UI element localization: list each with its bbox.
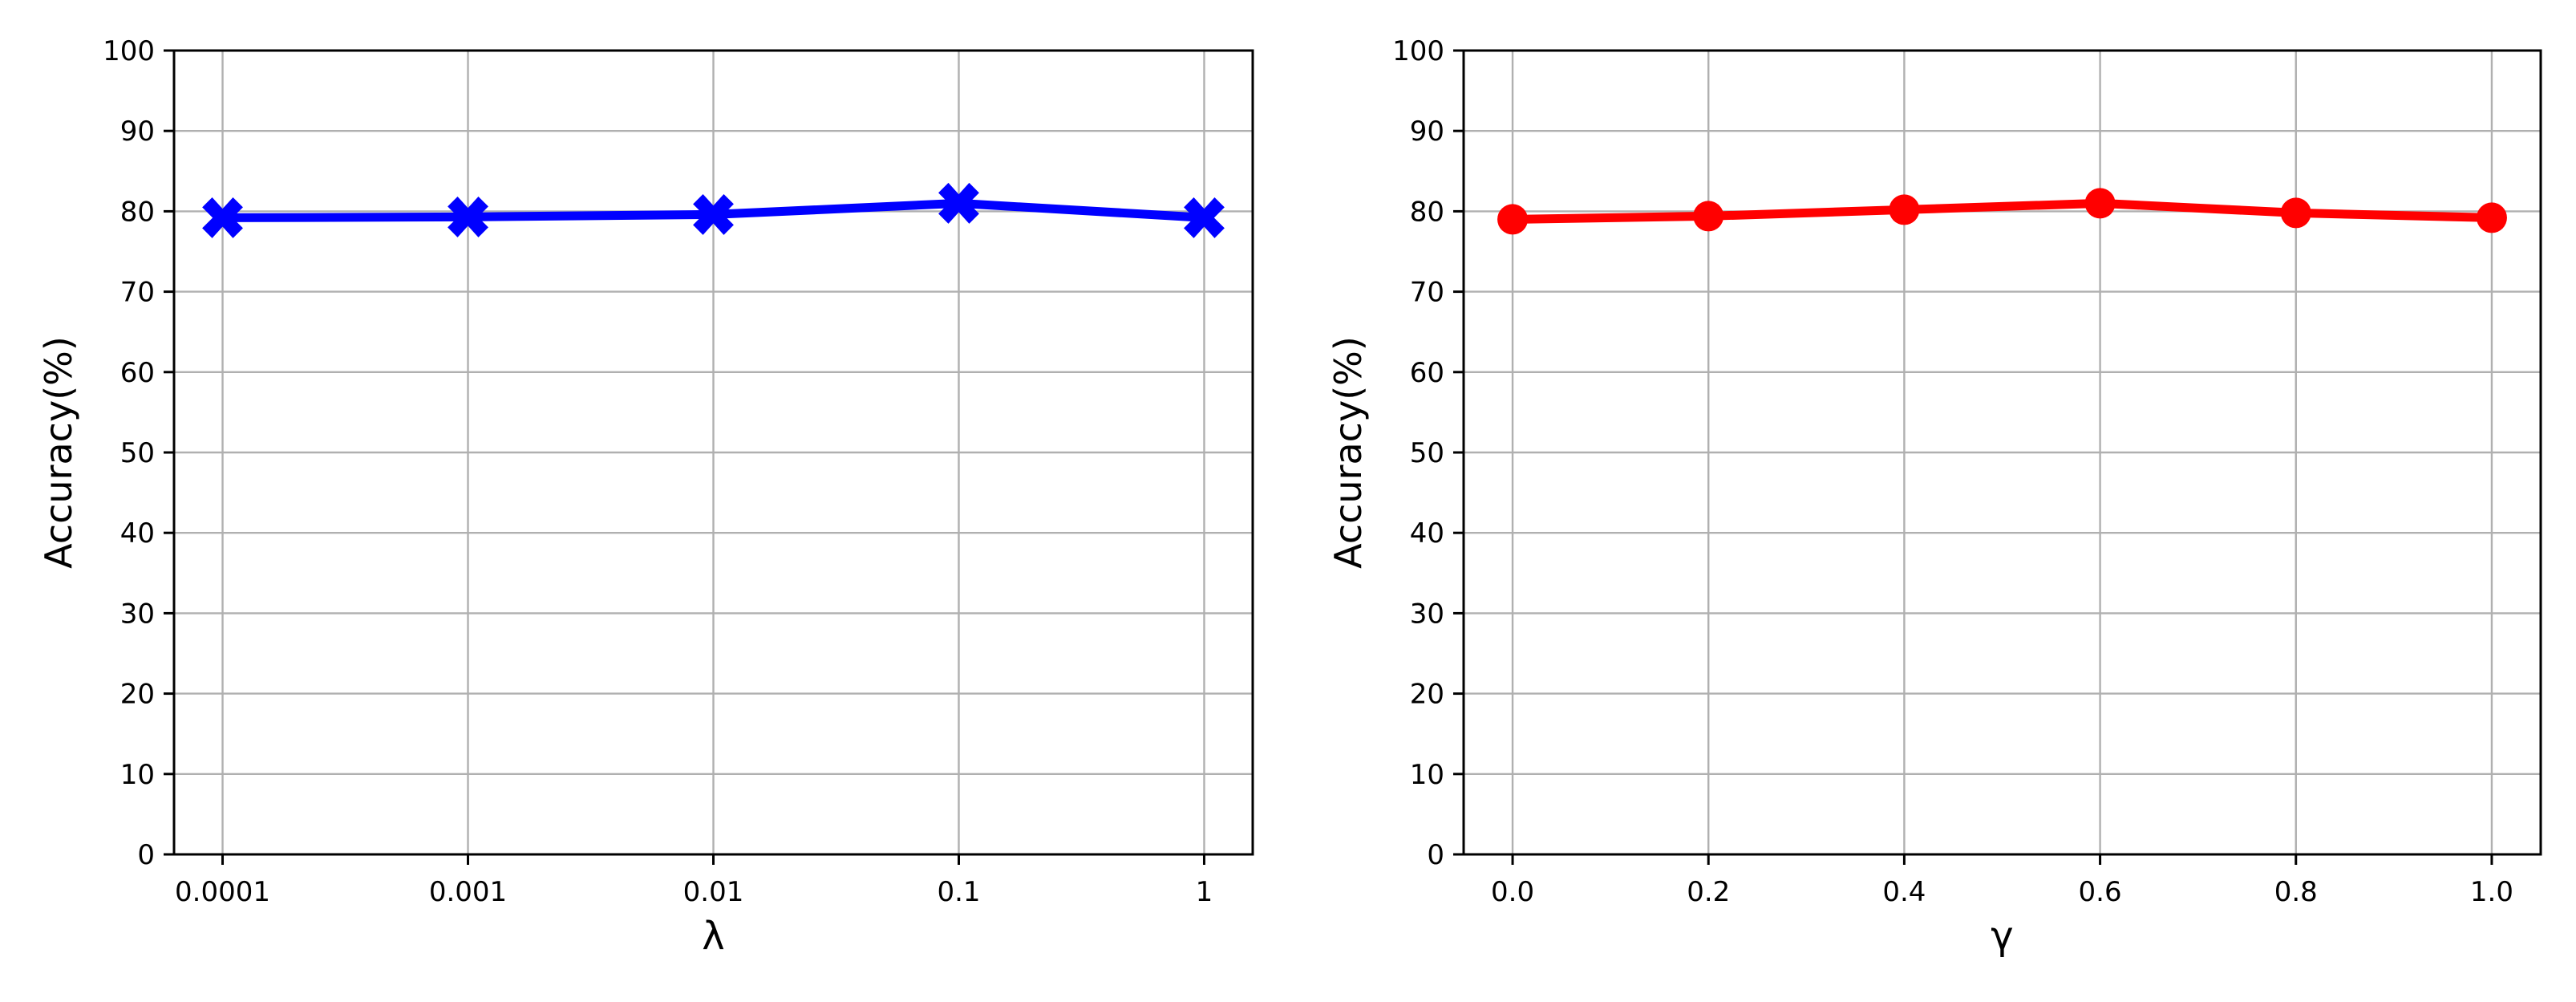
y-tick-label: 10 bbox=[1410, 759, 1444, 791]
x-tick-label: 0.4 bbox=[1882, 876, 1926, 908]
y-tick-label: 30 bbox=[120, 598, 155, 630]
y-axis-label: Accuracy(%) bbox=[1326, 336, 1370, 569]
y-tick-label: 10 bbox=[120, 759, 155, 791]
x-tick-label: 0.01 bbox=[683, 876, 744, 908]
data-point-marker bbox=[938, 182, 979, 224]
y-tick-label: 20 bbox=[1410, 679, 1444, 711]
y-axis-label: Accuracy(%) bbox=[37, 336, 80, 569]
y-tick-label: 60 bbox=[120, 357, 155, 389]
y-tick-label: 20 bbox=[120, 679, 155, 711]
right-chart: 0 10 20 30 40 50 60 70 80 90 100 0.0 0.2 0.4 0.6 0.8 1.0… bbox=[1326, 35, 2542, 959]
x-tick-label: 1.0 bbox=[2470, 876, 2513, 908]
data-point-marker bbox=[202, 197, 243, 238]
x-tick-label: 0.0001 bbox=[175, 876, 270, 908]
data-point-marker bbox=[1889, 194, 1920, 225]
y-tick-label: 50 bbox=[120, 437, 155, 469]
data-point-marker bbox=[1497, 204, 1529, 235]
y-tick-label: 80 bbox=[120, 196, 155, 228]
y-tick-label: 60 bbox=[1410, 357, 1444, 389]
y-tick-label: 100 bbox=[103, 35, 155, 67]
x-axis-label: λ bbox=[702, 914, 724, 959]
x-axis-label: γ bbox=[1991, 914, 2013, 959]
x-tick-label: 0.6 bbox=[2079, 876, 2122, 908]
y-tick-label: 90 bbox=[1410, 116, 1444, 148]
x-tick-label: 1 bbox=[1196, 876, 1213, 908]
x-tick-label: 0.001 bbox=[429, 876, 507, 908]
data-point-marker bbox=[2084, 188, 2116, 219]
y-tick-label: 0 bbox=[1427, 839, 1444, 871]
y-tick-label: 40 bbox=[120, 517, 155, 550]
series-line bbox=[1508, 198, 2497, 224]
y-tick-label: 70 bbox=[1410, 277, 1444, 309]
x-tick-label: 0.1 bbox=[937, 876, 980, 908]
data-point-marker bbox=[693, 193, 734, 235]
y-tick-label: 90 bbox=[120, 116, 155, 148]
data-point-marker bbox=[2476, 202, 2507, 233]
data-point-marker bbox=[448, 196, 488, 237]
x-tick-label: 0.8 bbox=[2274, 876, 2318, 908]
y-tick-label: 40 bbox=[1410, 517, 1444, 550]
data-point-marker bbox=[1693, 201, 1724, 232]
y-tick-label: 30 bbox=[1410, 598, 1444, 630]
x-tick-label: 0.0 bbox=[1491, 876, 1534, 908]
y-tick-label: 0 bbox=[137, 839, 155, 871]
y-tick-label: 50 bbox=[1410, 437, 1444, 469]
x-tick-label: 0.2 bbox=[1687, 876, 1730, 908]
left-chart: 0 10 20 30 40 50 60 70 80 90 100 0.0001 0.001 0.01 0.1… bbox=[37, 35, 1254, 959]
y-tick-label: 70 bbox=[120, 277, 155, 309]
y-tick-label: 100 bbox=[1392, 35, 1444, 67]
data-point-marker bbox=[1184, 197, 1225, 238]
y-tick-label: 80 bbox=[1410, 196, 1444, 228]
data-point-marker bbox=[2280, 197, 2311, 229]
